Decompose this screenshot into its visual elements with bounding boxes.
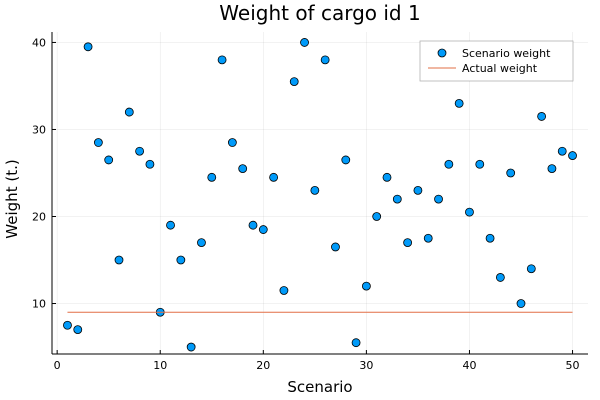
data-point	[269, 172, 279, 182]
data-point	[537, 112, 547, 121]
data-point	[557, 146, 567, 156]
data-point	[568, 151, 577, 160]
data-point	[124, 107, 134, 117]
data-point	[526, 264, 536, 274]
data-point	[258, 225, 268, 234]
x-tick-label: 40	[462, 359, 476, 372]
data-point	[495, 273, 505, 282]
data-point	[423, 233, 433, 243]
data-point	[382, 172, 392, 182]
data-point	[444, 159, 454, 169]
y-tick-label: 10	[32, 298, 46, 311]
legend-label: Scenario weight	[462, 47, 551, 60]
data-point	[135, 146, 145, 156]
data-point	[547, 164, 557, 174]
data-point	[413, 185, 423, 195]
x-tick-label: 0	[54, 359, 61, 372]
data-point	[465, 207, 474, 217]
y-tick-label: 30	[32, 123, 46, 136]
data-point	[403, 238, 413, 248]
data-point	[351, 338, 361, 348]
y-tick-label: 40	[32, 36, 46, 49]
data-point	[227, 138, 237, 147]
data-point	[392, 194, 402, 204]
data-point	[248, 220, 258, 230]
data-point	[300, 38, 309, 47]
legend: Scenario weight Actual weight	[419, 40, 574, 82]
data-point	[93, 138, 103, 147]
x-axis-label: Scenario	[287, 378, 352, 396]
data-point	[320, 55, 330, 65]
x-tick-label: 10	[153, 359, 167, 372]
data-point	[475, 159, 485, 169]
legend-box	[419, 40, 574, 82]
data-point	[434, 194, 443, 204]
data-point	[104, 155, 114, 165]
data-point	[217, 55, 227, 65]
data-point	[506, 168, 516, 178]
axes	[51, 32, 588, 355]
data-point	[166, 220, 175, 230]
y-axis-label: Weight (t.)	[3, 159, 21, 238]
x-tick-label: 50	[566, 359, 580, 372]
data-point	[341, 155, 351, 165]
data-point	[197, 238, 206, 248]
legend-point-marker	[437, 48, 447, 58]
data-point	[361, 281, 371, 291]
data-point	[331, 242, 340, 252]
x-tick-labels: 0 10 20 30 40 50	[54, 359, 580, 372]
chart-title: Weight of cargo id 1	[219, 1, 420, 25]
data-point	[145, 159, 155, 169]
data-point	[289, 77, 299, 87]
data-point	[310, 185, 320, 195]
data-point	[176, 255, 186, 265]
data-point	[279, 286, 289, 295]
data-point	[485, 233, 495, 243]
plot-marks	[63, 38, 577, 352]
data-point	[83, 42, 93, 52]
data-point	[73, 325, 83, 335]
data-point	[63, 320, 72, 330]
data-point	[114, 255, 124, 265]
x-tick-label: 20	[256, 359, 270, 372]
data-point	[454, 98, 464, 108]
legend-label: Actual weight	[462, 62, 538, 75]
data-point	[238, 164, 248, 174]
x-tick-label: 30	[359, 359, 373, 372]
data-point	[516, 299, 526, 308]
data-point	[186, 342, 196, 352]
y-tick-labels: 10 20 30 40	[32, 36, 46, 310]
data-point	[372, 212, 382, 221]
data-point	[207, 172, 217, 182]
y-tick-label: 20	[32, 210, 46, 223]
